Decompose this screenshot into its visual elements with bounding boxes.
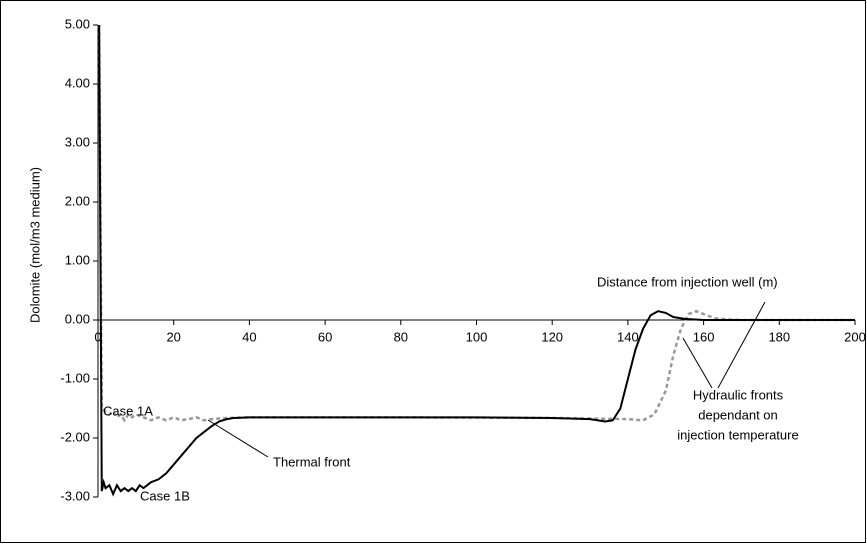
y-tick-label: -1.00 xyxy=(60,370,90,385)
series-line xyxy=(98,24,855,497)
x-tick-label: 40 xyxy=(242,329,256,344)
y-tick-label: 0.00 xyxy=(65,311,90,326)
series-label: Case 1A xyxy=(103,403,153,418)
x-tick-label: 0 xyxy=(94,329,101,344)
x-tick-label: 80 xyxy=(394,329,408,344)
annotation: Thermal front xyxy=(273,454,351,469)
y-tick-label: 2.00 xyxy=(65,193,90,208)
y-axis-title: Dolomite (mol/m3 medium) xyxy=(27,167,42,323)
y-tick-label: -3.00 xyxy=(60,488,90,503)
x-tick-label: 120 xyxy=(541,329,563,344)
x-tick-label: 200 xyxy=(844,329,866,344)
y-tick-label: 4.00 xyxy=(65,75,90,90)
y-tick-label: -2.00 xyxy=(60,429,90,444)
y-tick-label: 5.00 xyxy=(65,16,90,31)
annotation: Hydraulic fronts xyxy=(693,387,784,402)
series-label: Case 1B xyxy=(140,488,190,503)
x-tick-label: 100 xyxy=(466,329,488,344)
x-tick-label: 20 xyxy=(166,329,180,344)
x-tick-label: 140 xyxy=(617,329,639,344)
x-tick-label: 180 xyxy=(768,329,790,344)
y-tick-label: 3.00 xyxy=(65,134,90,149)
annotation-pointer xyxy=(717,301,766,389)
x-tick-label: 60 xyxy=(318,329,332,344)
y-tick-label: 1.00 xyxy=(65,252,90,267)
annotation: injection temperature xyxy=(677,427,798,442)
annotation-pointer xyxy=(682,337,713,389)
annotation: dependant on xyxy=(698,407,778,422)
x-axis-title: Distance from injection well (m) xyxy=(597,274,778,289)
x-tick-label: 160 xyxy=(693,329,715,344)
series-line xyxy=(97,24,855,423)
annotation-pointer xyxy=(207,419,269,458)
